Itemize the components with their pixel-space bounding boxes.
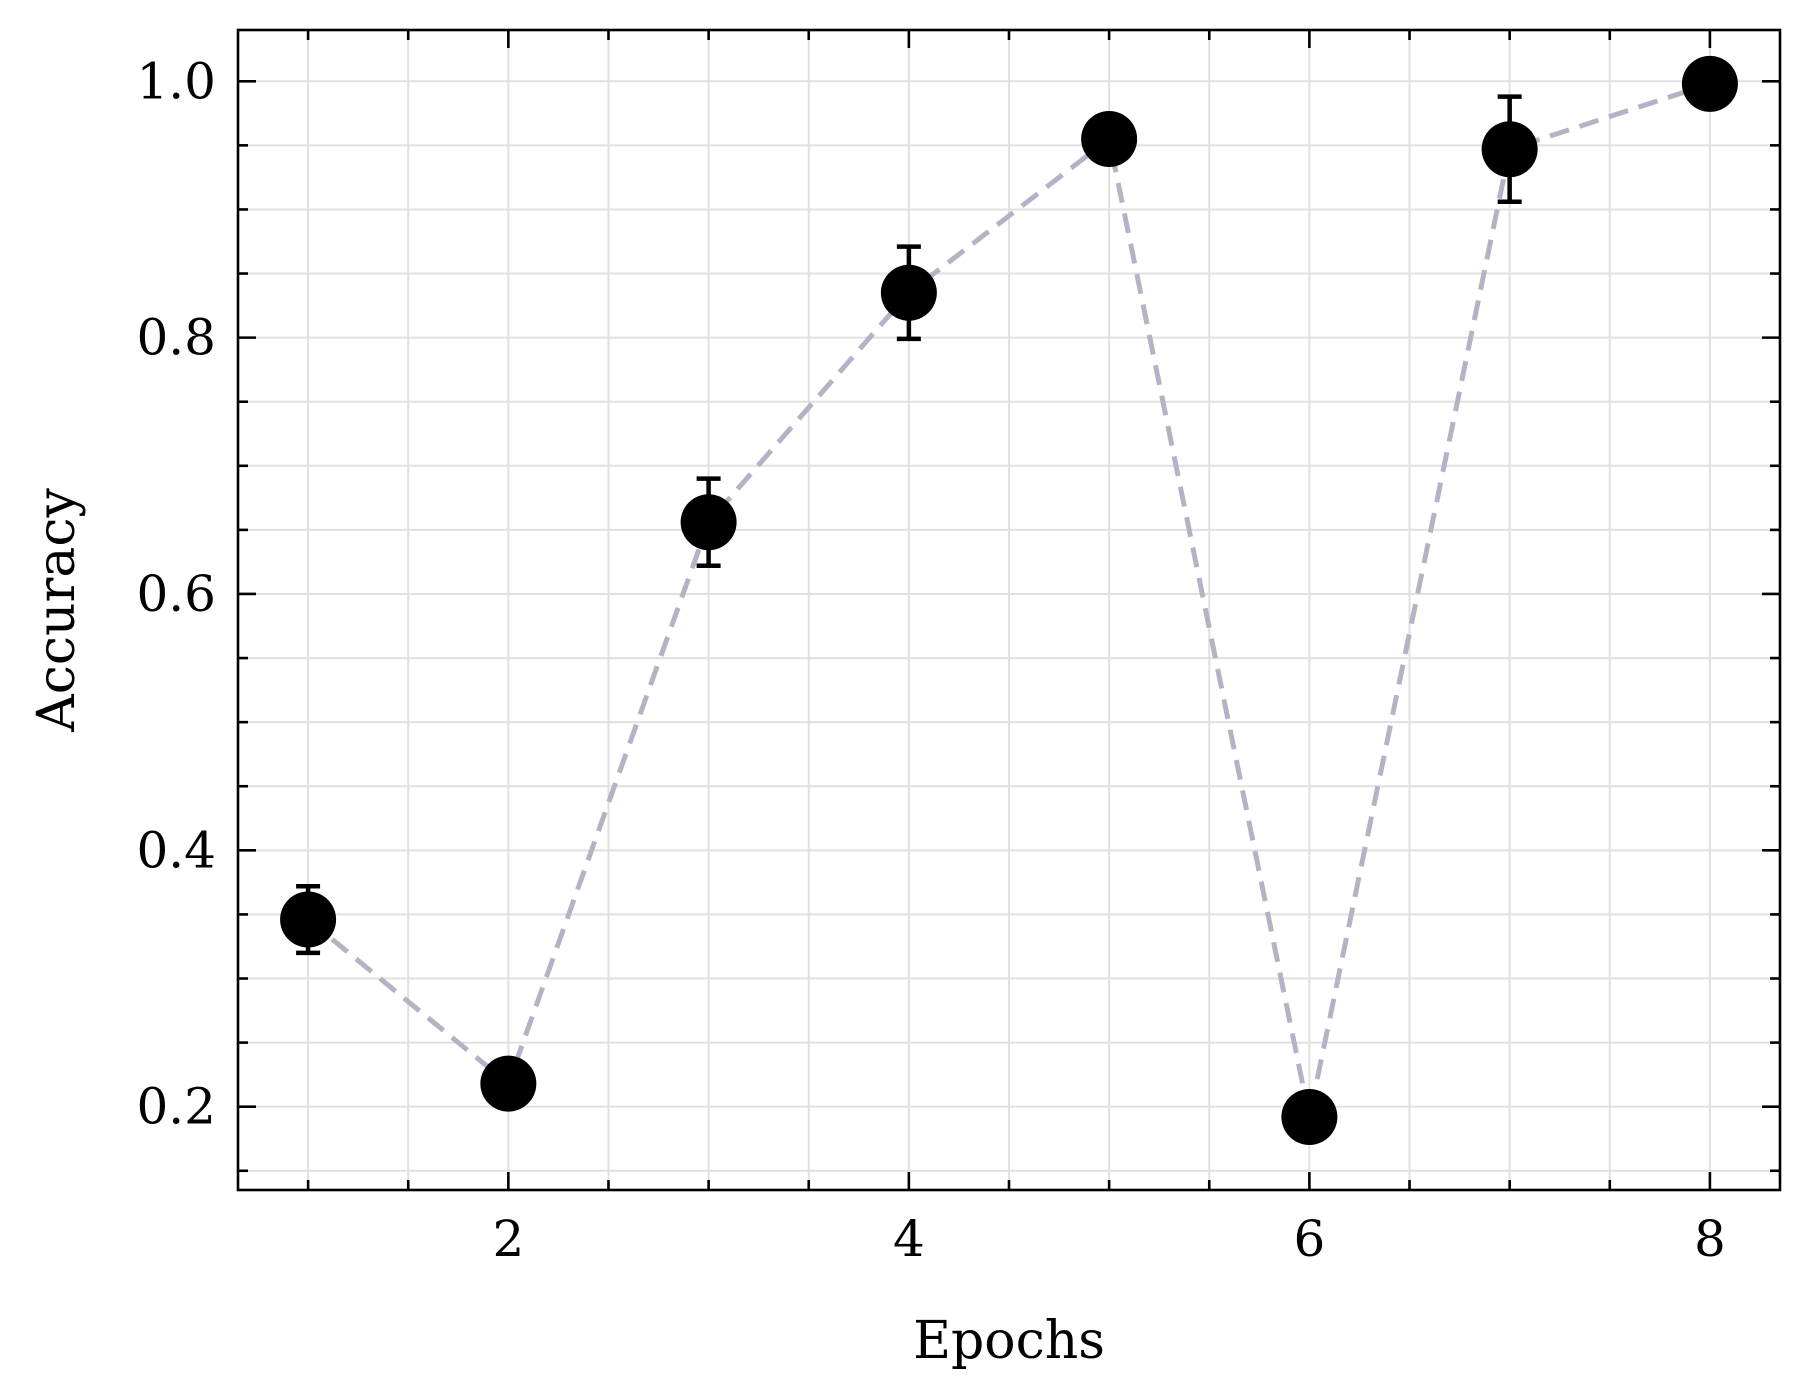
x-tick-label: 4 bbox=[893, 1210, 925, 1268]
y-tick-label: 1.0 bbox=[136, 52, 216, 110]
marker-layer bbox=[280, 55, 1738, 1145]
connector-line-layer bbox=[306, 81, 1711, 1118]
x-tick-label: 6 bbox=[1293, 1210, 1325, 1268]
data-point bbox=[480, 1055, 537, 1112]
x-tick-labels: 2 4 6 8 bbox=[492, 1210, 1725, 1268]
series-connector-line bbox=[306, 81, 1711, 1118]
data-point bbox=[880, 264, 937, 321]
x-tick-label: 2 bbox=[492, 1210, 524, 1268]
y-tick-label: 0.8 bbox=[136, 309, 216, 367]
x-tick-label: 8 bbox=[1694, 1210, 1726, 1268]
data-point bbox=[1481, 121, 1538, 178]
y-tick-label: 0.6 bbox=[136, 565, 216, 623]
data-point bbox=[1281, 1088, 1338, 1145]
grid bbox=[238, 30, 1780, 1190]
tick-marks bbox=[238, 30, 1780, 1190]
y-tick-label: 0.2 bbox=[136, 1078, 216, 1136]
x-axis-label: Epochs bbox=[913, 1311, 1105, 1371]
data-point bbox=[280, 891, 337, 948]
data-point bbox=[1681, 55, 1738, 112]
data-point bbox=[1081, 110, 1138, 167]
y-axis-label: Accuracy bbox=[27, 488, 87, 733]
y-tick-labels: 0.2 0.4 0.6 0.8 1.0 bbox=[136, 52, 216, 1135]
y-tick-label: 0.4 bbox=[136, 821, 216, 879]
data-point bbox=[680, 494, 737, 551]
